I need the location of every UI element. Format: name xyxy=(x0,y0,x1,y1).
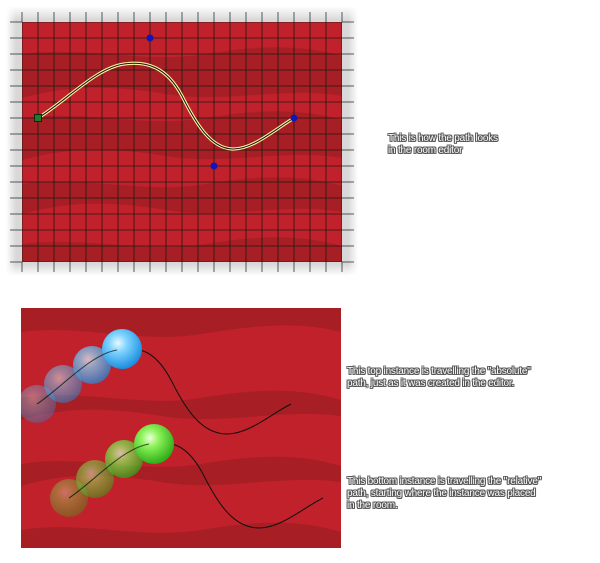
caption-relative: This bottom instance is travelling the "… xyxy=(347,476,541,512)
relative-path-overlay xyxy=(68,443,150,499)
editor-grid xyxy=(22,22,342,262)
room-editor-canvas[interactable] xyxy=(6,6,358,276)
frame-fade-left xyxy=(6,6,16,276)
caption-editor: This is how the path looks in the room e… xyxy=(388,133,498,157)
caption-absolute-line1: This top instance is travelling the "abs… xyxy=(347,366,531,377)
control-point-2-icon[interactable] xyxy=(210,162,218,170)
caption-absolute: This top instance is travelling the "abs… xyxy=(347,366,531,390)
caption-relative-line2: path, starting where the instance was pl… xyxy=(347,488,536,499)
game-runtime-view xyxy=(21,308,341,548)
caption-editor-line2: in the room editor xyxy=(388,145,463,156)
green-sphere-icon xyxy=(134,424,174,464)
control-point-1-icon[interactable] xyxy=(146,34,154,42)
game-runtime-canvas xyxy=(21,308,341,548)
caption-relative-line1: This bottom instance is travelling the "… xyxy=(347,476,542,487)
control-point-end-icon[interactable] xyxy=(290,114,298,122)
editor-ruler-ticks xyxy=(10,12,354,272)
frame-fade-right xyxy=(348,6,358,276)
absolute-path-overlay xyxy=(36,349,118,405)
room-editor-view[interactable] xyxy=(6,6,358,276)
caption-absolute-line2: path, just as it was created in the edit… xyxy=(347,378,515,389)
caption-relative-line3: in the room. xyxy=(347,500,398,511)
room-background xyxy=(22,22,342,262)
editor-path[interactable] xyxy=(37,62,295,150)
blue-sphere-icon xyxy=(102,329,142,369)
top-instance-trail xyxy=(21,329,142,423)
caption-editor-line1: This is how the path looks xyxy=(388,133,498,144)
path-start-point-icon[interactable] xyxy=(34,114,42,122)
